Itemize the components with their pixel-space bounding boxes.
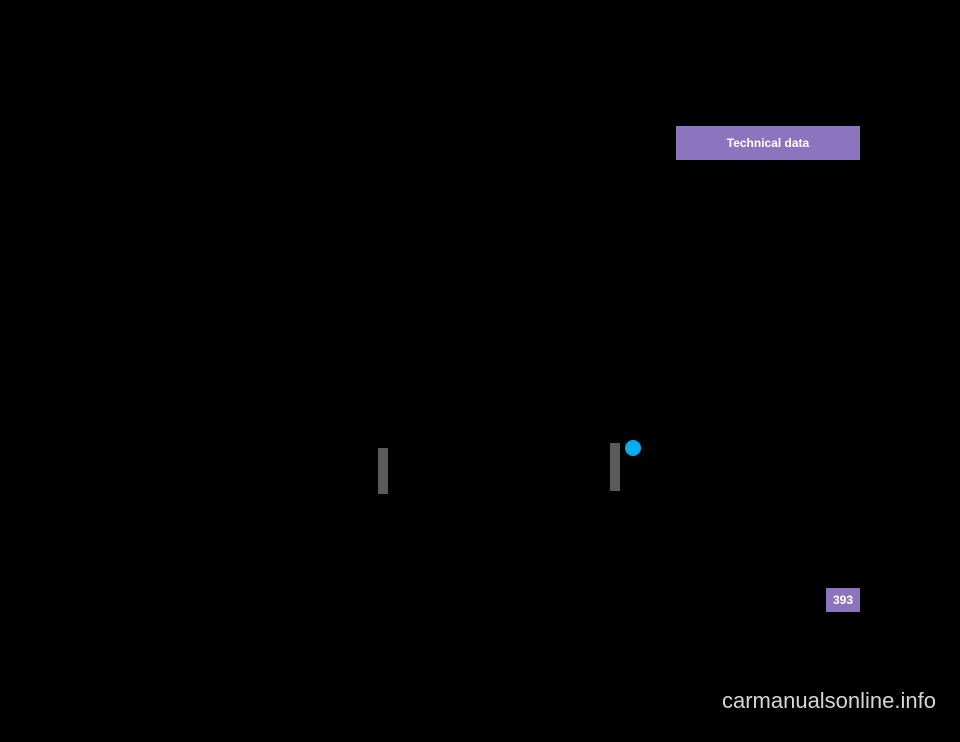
page-number: 393 [833, 593, 853, 607]
note-icon [625, 440, 641, 456]
section-tab: Technical data [676, 126, 860, 160]
divider-bar [378, 448, 388, 494]
watermark-text: carmanualsonline.info [722, 688, 936, 714]
page-number-badge: 393 [826, 588, 860, 612]
divider-bar [610, 443, 620, 491]
section-tab-label: Technical data [727, 136, 809, 150]
